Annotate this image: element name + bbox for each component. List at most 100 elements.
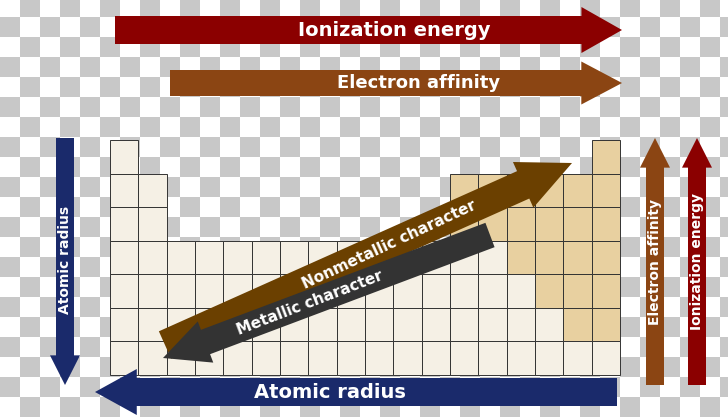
Bar <box>220 57 240 77</box>
Bar <box>680 17 700 37</box>
Bar <box>500 77 520 97</box>
Bar <box>560 117 580 137</box>
Bar <box>140 297 160 317</box>
Bar <box>200 77 220 97</box>
Bar <box>422 274 450 308</box>
Bar <box>100 217 120 237</box>
Bar <box>580 97 600 117</box>
Bar <box>720 397 728 417</box>
Bar <box>680 257 700 277</box>
Bar <box>460 297 480 317</box>
Bar <box>680 137 700 157</box>
Bar <box>560 357 580 377</box>
Bar <box>560 137 580 157</box>
Bar <box>420 77 440 97</box>
Bar <box>60 97 80 117</box>
Bar <box>200 97 220 117</box>
Bar <box>220 17 240 37</box>
Bar <box>340 237 360 257</box>
Bar <box>660 317 680 337</box>
Bar <box>260 57 280 77</box>
Bar <box>180 77 200 97</box>
Bar <box>260 217 280 237</box>
Bar <box>580 277 600 297</box>
Bar <box>260 377 280 397</box>
Bar <box>360 117 380 137</box>
Bar <box>140 277 160 297</box>
Bar <box>480 77 500 97</box>
Bar <box>120 377 140 397</box>
Bar <box>240 317 260 337</box>
Bar <box>560 217 580 237</box>
Bar <box>660 137 680 157</box>
Bar <box>220 0 240 17</box>
Bar <box>560 0 580 17</box>
Bar <box>138 308 167 342</box>
Bar <box>240 37 260 57</box>
Bar <box>20 277 40 297</box>
Bar <box>40 17 60 37</box>
Bar <box>80 57 100 77</box>
Bar <box>400 337 420 357</box>
Bar <box>260 317 280 337</box>
Bar <box>440 37 460 57</box>
Bar <box>520 117 540 137</box>
Bar <box>600 77 620 97</box>
Bar <box>100 357 120 377</box>
Bar <box>540 117 560 137</box>
Bar <box>80 137 100 157</box>
Bar <box>80 277 100 297</box>
Bar <box>700 17 720 37</box>
Bar <box>320 57 340 77</box>
Bar <box>400 377 420 397</box>
Bar <box>0 77 20 97</box>
Bar <box>440 97 460 117</box>
Bar <box>460 157 480 177</box>
Bar <box>393 241 422 274</box>
Bar <box>80 357 100 377</box>
Bar <box>620 297 640 317</box>
Bar <box>520 257 540 277</box>
Bar <box>200 137 220 157</box>
Bar <box>500 0 520 17</box>
Bar <box>20 197 40 217</box>
Bar <box>380 197 400 217</box>
Bar <box>340 377 360 397</box>
Bar <box>420 0 440 17</box>
Bar <box>340 0 360 17</box>
Bar <box>336 342 365 375</box>
Bar <box>500 117 520 137</box>
Bar <box>640 337 660 357</box>
Bar <box>280 137 300 157</box>
Bar <box>450 207 478 241</box>
Bar <box>138 207 167 241</box>
Bar <box>320 237 340 257</box>
Bar <box>309 308 336 342</box>
Bar <box>440 57 460 77</box>
Bar <box>220 377 240 397</box>
Bar <box>0 277 20 297</box>
Bar <box>80 97 100 117</box>
Bar <box>680 157 700 177</box>
Bar <box>180 277 200 297</box>
Bar <box>540 237 560 257</box>
Bar <box>420 57 440 77</box>
Bar <box>700 177 720 197</box>
FancyArrow shape <box>115 7 622 53</box>
Bar <box>420 137 440 157</box>
Bar <box>20 157 40 177</box>
Bar <box>220 97 240 117</box>
Bar <box>600 117 620 137</box>
Bar <box>220 137 240 157</box>
Bar <box>300 0 320 17</box>
Bar <box>700 317 720 337</box>
Bar <box>420 337 440 357</box>
Bar <box>280 357 300 377</box>
Bar <box>460 0 480 17</box>
Bar <box>138 173 167 207</box>
Bar <box>520 137 540 157</box>
Bar <box>365 274 393 308</box>
Bar <box>440 117 460 137</box>
Bar <box>520 357 540 377</box>
Bar <box>195 308 223 342</box>
